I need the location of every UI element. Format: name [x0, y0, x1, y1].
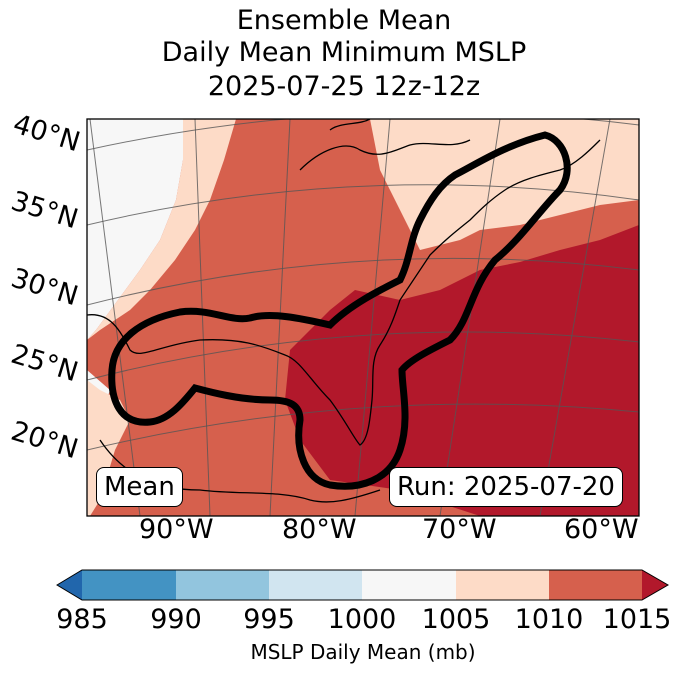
lon-label-60w: 60°W: [564, 514, 639, 545]
colorbar-tick-1005: 1005: [421, 604, 491, 635]
map-frame: [86, 118, 640, 517]
ensemble-contour: [108, 131, 571, 490]
lon-label-90w: 90°W: [139, 514, 214, 545]
colorbar-bin-990-995: [176, 570, 269, 600]
colorbar-bin-1005-1010: [456, 570, 549, 600]
colorbar-tick-1000: 1000: [327, 604, 397, 635]
colorbar-tick-985: 985: [56, 604, 108, 635]
colorbar-tick-995: 995: [243, 604, 295, 635]
title-line-3: 2025-07-25 12z-12z: [207, 71, 481, 102]
title-line-2: Daily Mean Minimum MSLP: [161, 37, 527, 68]
lon-label-80w: 80°W: [282, 514, 357, 545]
colorbar-extend-low: [57, 570, 82, 600]
colorbar-extend-high: [642, 570, 668, 600]
colorbar-bin-1010-1015: [549, 570, 642, 600]
mean-badge: Mean: [96, 467, 183, 507]
title-line-1: Ensemble Mean: [236, 5, 452, 36]
lon-label-70w: 70°W: [422, 514, 497, 545]
colorbar-tick-1015: 1015: [602, 604, 672, 635]
colorbar-bin-985-990: [82, 570, 176, 600]
colorbar-tick-990: 990: [150, 604, 202, 635]
colorbar: [56, 569, 670, 601]
field-1005-west: [87, 119, 236, 340]
colorbar-bin-1000-1005: [362, 570, 456, 600]
colorbar-label: MSLP Daily Mean (mb): [250, 640, 476, 664]
colorbar-bin-995-1000: [269, 570, 362, 600]
colorbar-tick-1010: 1010: [514, 604, 584, 635]
field-1005-northeast: [370, 119, 639, 250]
run-date-badge: Run: 2025-07-20: [389, 467, 623, 507]
colorbar-outline: [56, 569, 670, 601]
